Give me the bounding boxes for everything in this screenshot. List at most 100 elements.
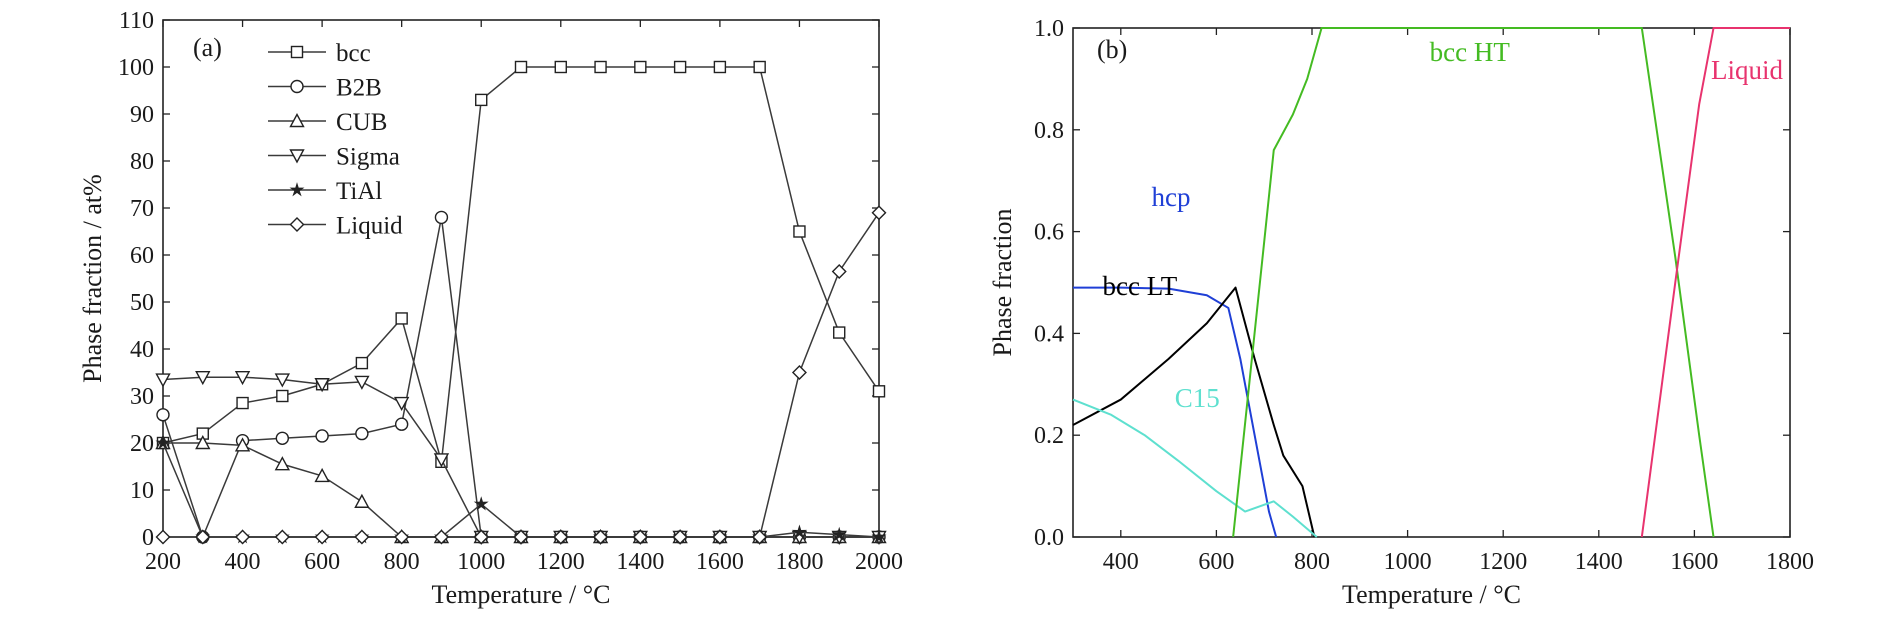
x-tick-label: 1400 — [616, 549, 664, 575]
data-point-bcc — [833, 326, 846, 339]
chart-panel-b: 400 600 800 1000 1200 1400 1600 1800 0.0 0.2 0.4 0.… — [988, 16, 1814, 609]
x-axis-label: Temperature / °C — [432, 580, 611, 609]
data-point-liquid — [195, 529, 211, 545]
y-tick-label: 90 — [130, 102, 154, 128]
series-tial — [155, 435, 887, 544]
x-tick-label: 1800 — [775, 549, 823, 575]
data-point-b2b — [275, 431, 290, 445]
series-line-hcp — [1073, 286, 1278, 538]
series-line-bcc-ht — [1232, 27, 1715, 538]
x-tick-label: 200 — [145, 549, 181, 575]
x-tick-label: 1400 — [1575, 549, 1623, 575]
legend-marker-sigma — [289, 149, 305, 164]
data-point-sigma — [155, 373, 171, 388]
data-point-liquid — [473, 529, 489, 545]
x-tick-label: 600 — [304, 549, 340, 575]
x-tick-label: 1000 — [1384, 549, 1432, 575]
data-point-bcc — [475, 93, 488, 107]
data-point-liquid — [513, 529, 529, 545]
x-tick-label: 1200 — [1479, 549, 1527, 575]
y-tick-label: 50 — [130, 290, 154, 316]
y-tick-label: 0.2 — [1034, 423, 1064, 449]
data-point-liquid — [791, 365, 807, 380]
data-point-liquid — [593, 529, 609, 545]
data-point-liquid — [354, 529, 370, 545]
legend-marker-liquid — [289, 217, 305, 232]
series-line-bcc-lt — [1072, 286, 1316, 538]
data-point-tial — [155, 435, 171, 450]
data-point-cub — [274, 456, 291, 471]
data-point-b2b — [315, 429, 329, 443]
y-tick-label: 0.6 — [1034, 220, 1064, 246]
data-point-liquid — [235, 529, 251, 545]
data-point-bcc — [395, 312, 408, 325]
y-tick-label: 1.0 — [1034, 16, 1064, 42]
x-tick-label: 1000 — [457, 549, 505, 575]
data-point-tial — [473, 496, 489, 511]
x-tick-label: 1600 — [696, 549, 744, 575]
legend-label-cub: CUB — [336, 109, 387, 136]
series-bcc — [156, 60, 886, 468]
data-point-sigma — [354, 375, 370, 390]
x-tick-label: 1200 — [537, 549, 585, 575]
curve-label-hcp: hcp — [1151, 182, 1190, 212]
x-tick-label: 400 — [1103, 549, 1139, 575]
data-point-liquid — [433, 529, 449, 545]
data-point-b2b — [355, 426, 369, 441]
data-point-bcc — [793, 225, 806, 238]
plot-frame — [162, 19, 880, 538]
y-axis-label: Phase fraction / at% — [78, 174, 107, 383]
y-tick-label: 0.0 — [1034, 525, 1064, 551]
legend-label-sigma: Sigma — [336, 144, 400, 171]
data-point-liquid — [155, 529, 171, 545]
data-point-bcc — [673, 60, 687, 74]
data-point-liquid — [672, 529, 688, 545]
chart-panel-a: 200 400 600 800 1000 1200 1400 1600 1800 2000 0 10 2… — [78, 8, 903, 609]
legend-marker-tial — [289, 182, 305, 197]
data-point-bcc — [236, 396, 249, 410]
y-tick-label: 110 — [119, 8, 154, 34]
data-point-bcc — [872, 385, 886, 398]
series-cub — [155, 435, 887, 544]
y-tick-label: 70 — [130, 196, 154, 222]
data-point-bcc — [594, 60, 607, 74]
data-point-cub — [195, 435, 211, 450]
data-point-bcc — [634, 60, 647, 74]
data-point-sigma — [314, 378, 330, 393]
data-point-liquid — [871, 205, 887, 221]
series-line-liquid — [1640, 27, 1790, 538]
data-point-liquid — [274, 529, 290, 545]
plot-frame — [1072, 27, 1791, 538]
series-line-c15 — [1072, 398, 1318, 538]
y-tick-label: 60 — [130, 243, 154, 269]
y-tick-label: 80 — [130, 149, 154, 175]
y-tick-label: 10 — [130, 478, 154, 504]
x-tick-label: 1800 — [1766, 549, 1814, 575]
data-point-sigma — [234, 371, 251, 386]
data-point-bcc — [713, 60, 727, 74]
legend-marker-b2b — [290, 79, 304, 94]
x-tick-label: 600 — [1198, 549, 1234, 575]
legend-label-bcc: bcc — [336, 40, 371, 67]
series-line-liquid — [163, 212, 880, 538]
data-point-liquid — [394, 529, 410, 545]
y-tick-label: 30 — [130, 384, 154, 410]
x-tick-label: 800 — [384, 549, 420, 575]
data-point-bcc — [276, 389, 289, 403]
data-point-liquid — [752, 529, 768, 545]
data-point-b2b — [156, 408, 170, 422]
data-point-sigma — [393, 396, 410, 412]
series-b2b — [156, 210, 886, 544]
legend-marker-bcc — [290, 45, 304, 59]
legend-marker-cub — [289, 113, 305, 128]
curve-label-c15: C15 — [1175, 383, 1220, 413]
data-point-liquid — [712, 529, 728, 545]
data-point-liquid — [553, 529, 569, 545]
y-tick-label: 0.8 — [1034, 118, 1064, 144]
legend-label-liquid: Liquid — [336, 213, 403, 240]
curve-label-liquid: Liquid — [1711, 55, 1783, 85]
series-liquid — [155, 205, 887, 545]
y-tick-label: 40 — [130, 337, 154, 363]
data-point-sigma — [195, 371, 211, 386]
